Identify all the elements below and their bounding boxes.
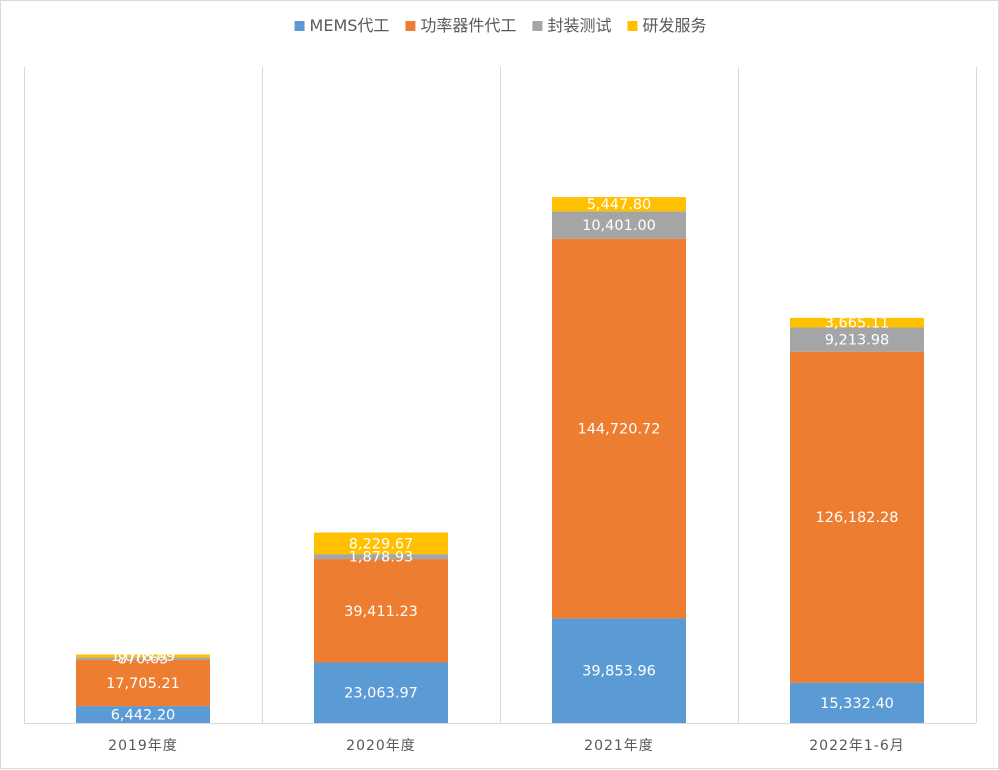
x-axis: 2019年度 2020年度 2021年度 2022年1-6月 [24,723,976,754]
bar-segment-2-0 [552,618,686,723]
bar-segment-3-3 [790,317,924,328]
bar-segment-1-2 [314,554,448,560]
data-label-2-1: 144,720.72 [577,422,660,438]
legend-swatch-1 [405,21,416,31]
legend-swatch-3 [627,21,638,31]
data-label-0-2: 870.65 [118,651,169,667]
data-label-2-0: 39,853.96 [582,664,656,680]
legend-swatch-2 [532,21,543,31]
data-labels: 6,442.20 17,705.21 870.651,078.09 23,063.97… [106,197,898,723]
bar-segment-2-1 [552,238,686,619]
data-label-1-0: 23,063.97 [344,686,418,702]
bar-segment-0-0 [76,706,210,723]
x-tick-label-2: 2021年度 [584,738,654,754]
bar-segment-1-1 [314,559,448,663]
bar-segment-1-3 [314,532,448,555]
bar-stacks [76,197,924,723]
legend-item-1: 功率器件代工 [405,16,516,35]
data-label-1-2: 1,878.93 [349,550,414,566]
data-label-3-1: 126,182.28 [815,510,898,526]
bar-segment-3-1 [790,351,924,683]
legend-item-2: 封装测试 [532,16,611,35]
x-tick-label-0: 2019年度 [108,738,178,754]
legend-label-1: 功率器件代工 [420,16,516,35]
category-separators [24,67,977,723]
bar-segment-2-3 [552,197,686,212]
data-label-0-1: 17,705.21 [106,676,180,692]
data-label-0-3: 1,078.09 [111,649,176,665]
x-tick-label-1: 2020年度 [346,738,416,754]
data-label-1-3: 8,229.67 [349,536,414,552]
legend-label-2: 封装测试 [547,16,611,35]
x-tick-label-3: 2022年1-6月 [809,738,905,754]
data-label-3-0: 15,332.40 [820,696,894,712]
legend-item-0: MEMS代工 [294,16,390,35]
bar-segment-2-2 [552,211,686,239]
data-label-0-0: 6,442.20 [111,708,176,724]
data-label-3-2: 9,213.98 [825,333,890,349]
bar-segment-0-1 [76,659,210,707]
bar-segment-3-0 [790,682,924,723]
bar-segment-0-3 [76,654,210,658]
legend-label-3: 研发服务 [642,16,706,35]
legend: MEMS代工 功率器件代工 封装测试 研发服务 [294,16,706,35]
data-label-3-3: 3,665.11 [825,316,890,332]
data-label-1-1: 39,411.23 [344,604,418,620]
bar-segment-1-0 [314,662,448,723]
bar-segment-3-2 [790,327,924,352]
data-label-2-3: 5,447.80 [587,197,652,213]
legend-item-3: 研发服务 [627,16,706,35]
legend-swatch-0 [294,21,305,31]
legend-label-0: MEMS代工 [310,16,390,35]
data-label-2-2: 10,401.00 [582,218,656,234]
bar-segment-0-2 [76,657,210,660]
